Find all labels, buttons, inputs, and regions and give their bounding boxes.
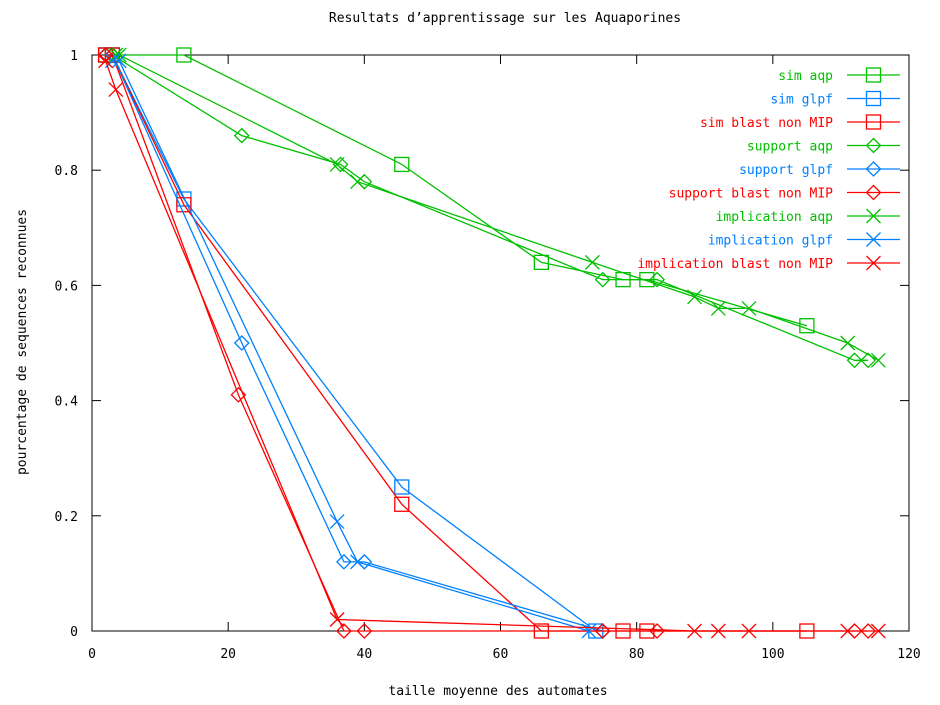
data-point-x xyxy=(870,623,886,639)
data-point-x xyxy=(866,255,881,271)
x-tick-label: 40 xyxy=(357,647,373,662)
data-point-x xyxy=(866,232,881,247)
data-point-x xyxy=(741,623,757,639)
data-point-diamond xyxy=(649,623,666,639)
legend: sim aqp sim glpf sim blast non MIP support … xyxy=(637,67,900,272)
legend-item: implication blast non MIP xyxy=(637,255,900,272)
data-point-diamond xyxy=(233,127,250,144)
series-support-glpf xyxy=(97,47,611,639)
legend-item: sim aqp xyxy=(778,67,900,84)
legend-label: support glpf xyxy=(739,163,833,178)
data-point-x xyxy=(710,623,726,639)
data-point-x xyxy=(741,300,757,316)
series-line xyxy=(105,54,807,632)
data-point-diamond xyxy=(865,184,882,201)
data-point-x xyxy=(687,289,702,305)
series-implication-glpf xyxy=(104,53,597,639)
x-tick-label: 0 xyxy=(88,647,96,662)
legend-label: implication aqp xyxy=(716,210,834,225)
data-point-diamond xyxy=(860,352,877,369)
legend-label: support blast non MIP xyxy=(669,187,834,202)
data-point-x xyxy=(111,47,127,63)
data-point-x xyxy=(866,208,881,224)
y-tick-label: 0.4 xyxy=(55,395,79,410)
data-point-diamond xyxy=(649,271,666,288)
data-point-square xyxy=(176,47,192,63)
x-tick-label: 120 xyxy=(897,647,920,662)
legend-label: sim aqp xyxy=(778,69,833,84)
x-tick-label: 100 xyxy=(761,647,784,662)
legend-item: sim glpf xyxy=(770,90,900,108)
y-tick-label: 0.6 xyxy=(55,279,78,294)
data-point-diamond xyxy=(865,161,882,177)
legend-label: implication blast non MIP xyxy=(637,257,833,272)
x-tick-label: 20 xyxy=(220,647,236,662)
legend-item: support blast non MIP xyxy=(669,184,900,202)
data-point-square xyxy=(394,479,410,495)
y-tick-label: 0.2 xyxy=(55,510,78,525)
data-point-diamond xyxy=(846,352,863,369)
series-line xyxy=(104,60,879,632)
data-point-x xyxy=(840,335,856,351)
series-line xyxy=(112,60,590,632)
data-point-square xyxy=(533,254,549,271)
legend-item: support aqp xyxy=(747,137,900,155)
data-point-diamond xyxy=(860,623,877,639)
legend-label: support aqp xyxy=(747,140,833,155)
data-point-x xyxy=(350,554,365,570)
series-line xyxy=(115,54,879,361)
y-tick-label: 1 xyxy=(70,49,78,64)
chart-title: Resultats d’apprentissage sur les Aquapo… xyxy=(329,11,681,26)
y-tick-label: 0 xyxy=(70,625,78,640)
data-point-x xyxy=(329,612,345,627)
series-sim-blast-non-mip xyxy=(97,47,815,639)
series-implication-aqp xyxy=(108,47,886,368)
series-support-aqp xyxy=(97,47,877,369)
data-point-square xyxy=(865,90,882,107)
data-point-x xyxy=(329,156,345,172)
series-layer xyxy=(97,47,886,639)
data-point-square xyxy=(865,114,882,130)
data-point-x xyxy=(584,254,600,270)
data-point-diamond xyxy=(865,137,882,154)
x-tick-label: 60 xyxy=(493,647,509,662)
data-point-diamond xyxy=(233,335,250,351)
axis-ticks: 0 20 40 60 80 100 120 0 0.2 0.4 0.6 0.8 1 xyxy=(55,49,921,662)
data-point-x xyxy=(687,623,702,639)
data-point-x xyxy=(840,623,856,639)
data-point-x xyxy=(581,623,597,639)
legend-label: implication glpf xyxy=(708,234,833,249)
data-point-diamond xyxy=(335,623,352,639)
legend-item: implication glpf xyxy=(708,232,900,249)
legend-label: sim glpf xyxy=(770,93,833,108)
data-point-x xyxy=(111,53,127,69)
series-implication-blast-non-mip xyxy=(98,53,886,639)
data-point-x xyxy=(108,82,124,98)
series-line xyxy=(105,54,869,361)
legend-item: sim blast non MIP xyxy=(700,114,900,131)
data-point-square xyxy=(865,67,882,83)
data-point-x xyxy=(350,174,365,190)
data-point-diamond xyxy=(594,271,611,288)
data-point-diamond xyxy=(332,156,349,173)
data-point-x xyxy=(870,352,886,368)
data-point-square xyxy=(394,496,410,512)
y-axis-label: pourcentage de sequences reconnues xyxy=(15,209,30,475)
data-point-square xyxy=(394,156,410,173)
data-point-x xyxy=(329,514,345,530)
data-point-diamond xyxy=(335,553,352,570)
series-line xyxy=(105,54,603,632)
data-point-diamond xyxy=(230,386,247,403)
legend-item: support glpf xyxy=(739,161,900,178)
series-line xyxy=(105,54,597,632)
y-tick-label: 0.8 xyxy=(55,164,78,179)
data-point-x xyxy=(98,53,114,69)
legend-label: sim blast non MIP xyxy=(700,116,833,131)
x-axis-label: taille moyenne des automates xyxy=(388,684,607,699)
x-tick-label: 80 xyxy=(629,647,645,662)
data-point-x xyxy=(710,300,726,316)
data-point-diamond xyxy=(356,623,373,639)
legend-item: implication aqp xyxy=(716,208,900,225)
